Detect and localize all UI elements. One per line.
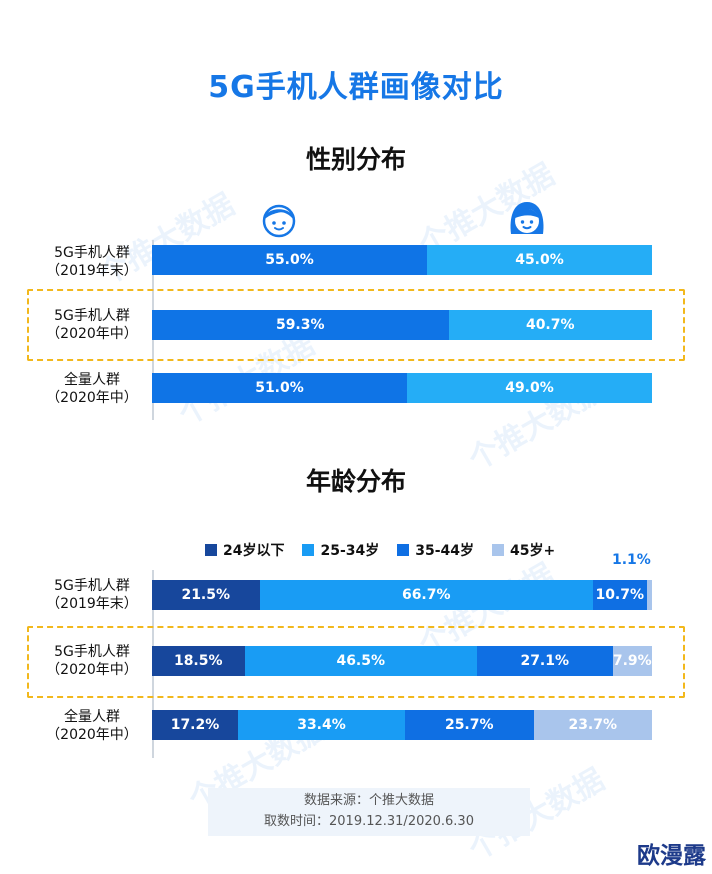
- bar-segment: 27.1%: [477, 646, 613, 676]
- gender-bar: 51.0% 49.0%: [152, 373, 652, 403]
- data-label: 51.0%: [255, 380, 304, 396]
- data-label: 27.1%: [520, 653, 570, 669]
- age-row-label: 5G手机人群 （2019年末）: [40, 577, 144, 613]
- legend-label: 24岁以下: [223, 543, 285, 559]
- data-label: 59.3%: [275, 317, 325, 333]
- age-bar: 17.2% 33.4% 25.7% 23.7%: [152, 710, 652, 740]
- data-label: 1.1%: [612, 552, 651, 568]
- bar-segment: 21.5%: [152, 580, 260, 610]
- bar-segment: 25.7%: [405, 710, 534, 740]
- legend-label: 45岁+: [510, 543, 556, 559]
- age-bar: 18.5% 46.5% 27.1% 7.9%: [152, 646, 652, 676]
- row-label-line: （2020年中）: [46, 390, 138, 406]
- data-label: 40.7%: [525, 317, 575, 333]
- gender-bar: 59.3% 40.7%: [152, 310, 652, 340]
- legend-label: 35-44岁: [415, 543, 475, 559]
- data-label: 49.0%: [505, 380, 554, 396]
- bar-segment: 10.7%: [593, 580, 647, 610]
- highlight-box: [27, 626, 685, 698]
- data-label: 46.5%: [336, 653, 386, 669]
- gender-row-label: 5G手机人群 （2020年中）: [40, 307, 144, 343]
- data-label: 45.0%: [515, 252, 564, 268]
- gender-row-label: 5G手机人群 （2019年末）: [40, 244, 144, 280]
- bar-segment: 55.0%: [152, 245, 427, 275]
- bar-segment: 51.0%: [152, 373, 407, 403]
- row-label-line: 全量人群: [64, 709, 120, 725]
- gender-bar: 55.0% 45.0%: [152, 245, 652, 275]
- legend-label: 25-34岁: [320, 543, 380, 559]
- legend-swatch: [397, 544, 410, 556]
- age-row-label: 5G手机人群 （2020年中）: [40, 643, 144, 679]
- data-label: 33.4%: [297, 717, 346, 733]
- bar-segment: 17.2%: [152, 710, 238, 740]
- gender-row-label: 全量人群 （2020年中）: [40, 371, 144, 407]
- legend-swatch: [302, 544, 315, 556]
- bar-segment: 7.9%: [612, 646, 652, 676]
- legend-item: 35-44岁: [397, 540, 474, 560]
- legend-swatch: [492, 544, 505, 556]
- bar-segment: 23.7%: [533, 710, 652, 740]
- bar-segment: 45.0%: [427, 245, 652, 275]
- row-label-line: 5G手机人群: [54, 644, 130, 660]
- data-label: 10.7%: [595, 587, 645, 603]
- gender-section-title: 性别分布: [305, 145, 406, 174]
- row-label-line: 全量人群: [64, 372, 120, 388]
- bar-segment: 49.0%: [407, 373, 652, 403]
- data-label: 66.7%: [401, 587, 451, 603]
- row-label-line: 5G手机人群: [54, 245, 130, 261]
- data-label: 55.0%: [265, 252, 314, 268]
- age-row-label: 全量人群 （2020年中）: [40, 708, 144, 744]
- legend: 24岁以下 25-34岁 35-44岁 45岁+: [205, 540, 555, 560]
- bar-segment: 66.7%: [259, 580, 593, 610]
- row-label-line: 5G手机人群: [54, 308, 130, 324]
- source-date-line: 取数时间：2019.12.31/2020.6.30: [264, 814, 474, 829]
- bar-segment: 18.5%: [152, 646, 245, 676]
- age-bar: 21.5% 66.7% 10.7%: [152, 580, 652, 610]
- legend-item: 45岁+: [492, 540, 555, 560]
- row-label-line: （2019年末）: [46, 596, 138, 612]
- bar-segment: 40.7%: [448, 310, 652, 340]
- bar-segment: 46.5%: [244, 646, 477, 676]
- data-label: 25.7%: [444, 717, 494, 733]
- source-line: 数据来源：个推大数据: [303, 793, 434, 808]
- row-label-line: （2020年中）: [46, 727, 138, 743]
- highlight-box: [27, 289, 685, 361]
- girl-face-icon: [510, 202, 544, 234]
- data-label: 7.9%: [612, 653, 652, 669]
- brand-logo: 欧漫露: [637, 843, 706, 869]
- source-box: 数据来源：个推大数据 取数时间：2019.12.31/2020.6.30: [208, 788, 530, 836]
- data-label: 23.7%: [568, 717, 618, 733]
- bar-segment: 59.3%: [152, 310, 449, 340]
- data-label: 21.5%: [181, 587, 231, 603]
- row-label-line: （2020年中）: [46, 662, 138, 678]
- row-label-line: （2020年中）: [46, 326, 138, 342]
- age-section-title: 年龄分布: [305, 467, 406, 496]
- boy-face-icon: [262, 204, 296, 238]
- data-label: 18.5%: [173, 653, 223, 669]
- row-label-line: （2019年末）: [46, 263, 138, 279]
- bar-segment: 33.4%: [238, 710, 405, 740]
- legend-item: 25-34岁: [302, 540, 379, 560]
- bar-segment: [646, 580, 652, 610]
- data-label: 17.2%: [170, 717, 220, 733]
- row-label-line: 5G手机人群: [54, 578, 130, 594]
- legend-swatch: [205, 544, 217, 556]
- page-title: 5G手机人群画像对比: [208, 70, 504, 105]
- legend-item: 24岁以下: [205, 540, 284, 560]
